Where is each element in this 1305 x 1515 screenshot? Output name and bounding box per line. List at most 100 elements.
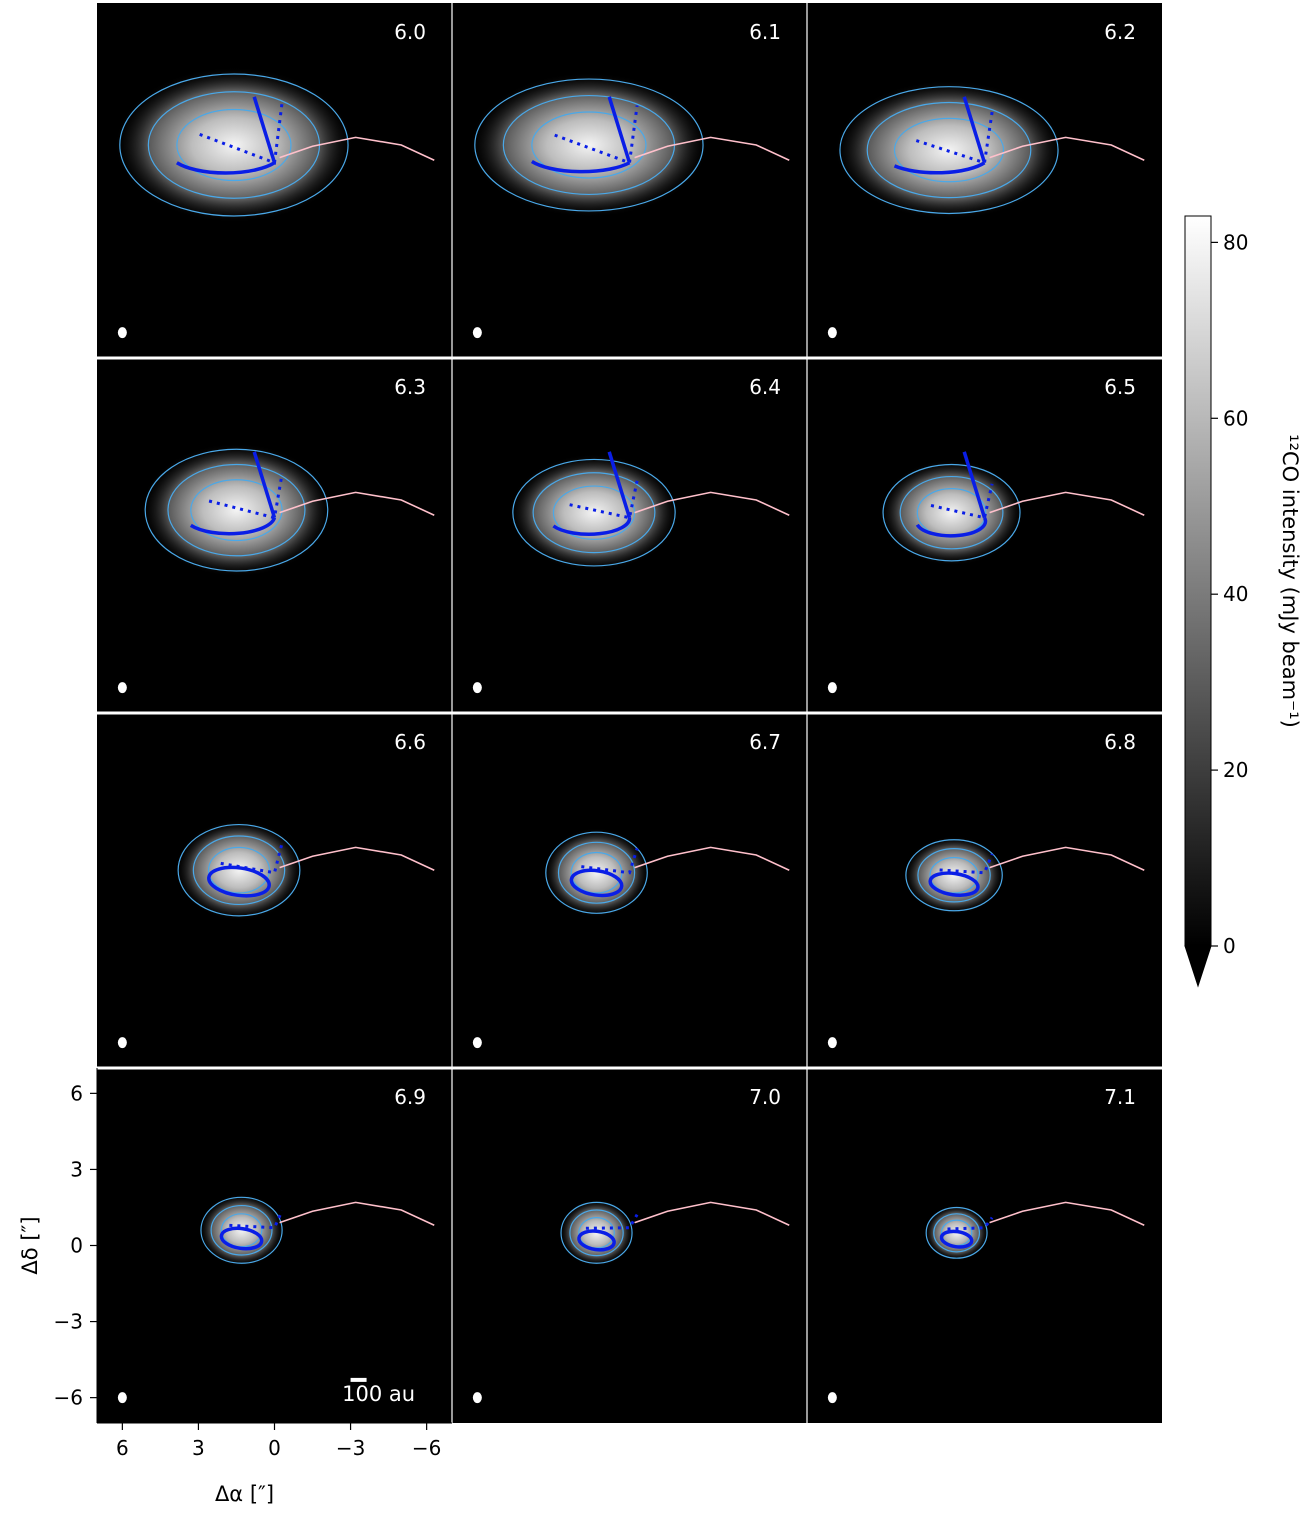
model-arc-solid: [552, 517, 632, 536]
beam-ellipse: [117, 1392, 127, 1404]
x-tick-label: 6: [116, 1436, 129, 1460]
model-projection-dotted: [930, 483, 994, 520]
intensity-contour: [200, 1196, 283, 1264]
streamer-curve: [989, 491, 1145, 516]
intensity-contour: [925, 1206, 988, 1259]
x-tick-label: 3: [192, 1436, 205, 1460]
model-ellipse-solid: [569, 868, 624, 898]
intensity-contour: [557, 841, 636, 904]
velocity-label: 6.7: [749, 730, 781, 754]
model-line-solid: [962, 451, 987, 519]
velocity-label: 6.8: [1104, 730, 1136, 754]
model-line-solid: [252, 96, 277, 164]
y-tick-label: −3: [54, 1310, 83, 1334]
co-emission: [114, 66, 354, 224]
intensity-contour: [119, 73, 349, 217]
model-ellipse-solid: [577, 1229, 616, 1252]
intensity-contour: [531, 111, 647, 179]
model-projection-dotted: [220, 842, 284, 875]
intensity-contour: [893, 117, 1005, 183]
intensity-contour: [474, 78, 704, 212]
model-ellipse-solid: [207, 865, 271, 898]
beam-ellipse: [117, 1037, 127, 1049]
streamer-curve: [634, 1201, 790, 1226]
velocity-label: 6.3: [394, 375, 426, 399]
intensity-contour: [207, 846, 271, 894]
beam-ellipse: [827, 1392, 837, 1404]
channel-panel: 6.7: [452, 713, 807, 1068]
colorbar-tick-label: 0: [1223, 934, 1236, 958]
intensity-contour: [192, 835, 286, 906]
colorbar-tick-label: 20: [1223, 758, 1248, 782]
streamer-curve: [634, 136, 790, 161]
x-tick-label: −3: [336, 1436, 365, 1460]
channel-panel: 6.3: [97, 358, 452, 713]
beam-ellipse: [117, 327, 127, 339]
colorbar-tick-label: 80: [1223, 230, 1248, 254]
model-line-solid: [962, 96, 987, 164]
channel-panel: 6.6: [97, 713, 452, 1068]
intensity-contour: [552, 485, 636, 540]
model-projection-dotted: [554, 105, 639, 165]
x-axis-label: Δα [″]: [215, 1482, 274, 1506]
intensity-contour: [905, 839, 1003, 912]
colorbar-tick-label: 60: [1223, 406, 1248, 430]
y-axis: 6 3 0 −3 −6: [54, 1068, 98, 1423]
model-projection-dotted: [581, 847, 639, 875]
streamer-curve: [989, 846, 1145, 871]
y-tick-label: 3: [70, 1157, 83, 1181]
channel-panel: 6.9: [97, 1068, 452, 1423]
streamer-curve: [634, 846, 790, 871]
streamer-curve: [279, 846, 435, 871]
model-ellipse-solid: [928, 871, 980, 897]
co-emission: [508, 454, 680, 572]
x-tick-label: −6: [412, 1436, 441, 1460]
velocity-label: 7.0: [749, 1085, 781, 1109]
beam-ellipse: [472, 682, 482, 694]
model-line-solid: [252, 451, 277, 519]
intensity-contour: [210, 1204, 273, 1256]
beam-ellipse: [117, 682, 127, 694]
model-arc-solid: [893, 161, 986, 175]
model-line-solid: [607, 96, 632, 164]
y-axis-label: Δδ [″]: [18, 1216, 42, 1274]
velocity-label: 7.1: [1104, 1085, 1136, 1109]
model-projection-dotted: [208, 473, 284, 520]
intensity-contour: [144, 448, 329, 572]
velocity-label: 6.6: [394, 730, 426, 754]
intensity-contour: [839, 86, 1059, 215]
colorbar-extend-min: [1184, 945, 1212, 988]
beam-ellipse: [827, 1037, 837, 1049]
intensity-contour: [532, 472, 656, 554]
beam-ellipse: [472, 1037, 482, 1049]
intensity-contour: [917, 848, 991, 903]
model-projection-dotted: [229, 1209, 284, 1230]
intensity-contour: [882, 463, 1021, 562]
velocity-label: 6.2: [1104, 20, 1136, 44]
colorbar: 0 20 40 60 80: [1184, 215, 1248, 988]
streamer-curve: [989, 136, 1145, 161]
intensity-contour: [190, 479, 283, 542]
scale-bar: [350, 1377, 367, 1382]
streamer-curve: [634, 491, 790, 516]
streamer-curve: [989, 1201, 1145, 1226]
intensity-contour: [569, 1209, 624, 1257]
model-line-solid: [607, 451, 632, 519]
intensity-contour: [929, 856, 979, 894]
y-tick-label: −6: [54, 1386, 83, 1410]
velocity-label: 6.0: [394, 20, 426, 44]
intensity-contour: [899, 475, 1004, 550]
intensity-contour: [176, 108, 292, 182]
channel-panel: 6.2: [807, 3, 1162, 358]
streamer-curve: [279, 491, 435, 516]
model-projection-dotted: [915, 111, 994, 165]
beam-ellipse: [827, 327, 837, 339]
panel-grid: 6.0 6.1 6.2 6.3 6.4 6.5 6.6 6.7 6.8 6.9 7.0 7.1: [97, 3, 1162, 1423]
channel-panel: 6.1: [452, 3, 807, 358]
streamer-curve: [279, 1201, 435, 1226]
velocity-label: 6.5: [1104, 375, 1136, 399]
channel-panel: 6.8: [807, 713, 1162, 1068]
channel-panel: 6.5: [807, 358, 1162, 713]
velocity-label: 6.9: [394, 1085, 426, 1109]
model-ellipse-solid: [219, 1226, 264, 1251]
